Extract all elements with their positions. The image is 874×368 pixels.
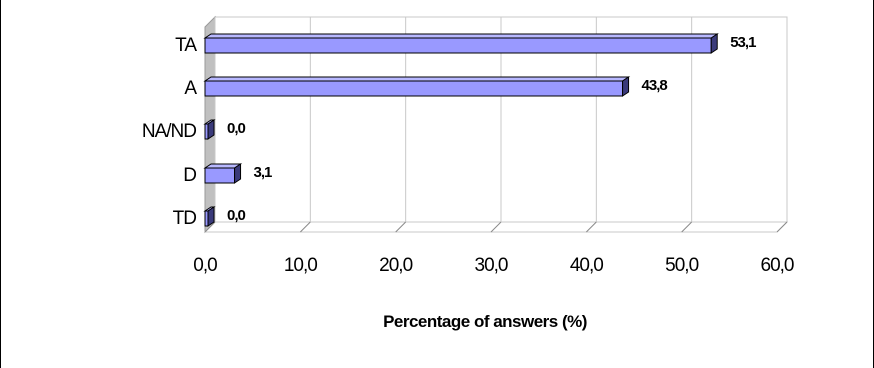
floor-tick <box>490 221 502 233</box>
x-tick-label: 60,0 <box>761 255 794 276</box>
data-label: 0,0 <box>227 207 246 224</box>
data-label: 0,0 <box>227 120 246 137</box>
floor-tick <box>776 221 788 233</box>
bar-side <box>207 206 215 227</box>
x-tick-label: 40,0 <box>570 255 603 276</box>
x-tick-labels: 0,0 10,0 20,0 30,0 40,0 50,0 60,0 <box>193 255 795 276</box>
bar-side <box>622 76 630 97</box>
floor-tick <box>395 221 407 233</box>
floor-tick <box>585 221 597 233</box>
bar <box>204 167 236 184</box>
floor-tick <box>681 221 693 233</box>
data-label: 3,1 <box>254 164 273 181</box>
category-label: A <box>184 78 197 99</box>
category-labels: TA A NA/ND D TD <box>142 35 198 229</box>
bar <box>204 80 624 97</box>
category-label: TA <box>175 35 197 56</box>
bar-side <box>207 119 215 140</box>
x-tick-label: 30,0 <box>475 255 508 276</box>
category-label: TD <box>173 208 197 229</box>
bar-top <box>203 76 631 82</box>
category-label: NA/ND <box>142 121 196 142</box>
data-label: 43,8 <box>642 77 668 94</box>
x-tick-label: 50,0 <box>665 255 698 276</box>
bar-side <box>234 163 242 184</box>
x-axis-title: Percentage of answers (%) <box>383 312 587 331</box>
data-labels: 53,1 43,8 0,0 3,1 0,0 <box>227 34 757 224</box>
bars <box>203 33 719 227</box>
data-label: 53,1 <box>730 34 756 51</box>
bar <box>204 37 712 54</box>
x-tick-label: 20,0 <box>379 255 412 276</box>
bar-side <box>710 33 718 54</box>
x-tick-label: 0,0 <box>193 255 217 276</box>
bar-top <box>203 33 719 39</box>
floor-tick <box>204 221 216 233</box>
floor-tick <box>299 221 311 233</box>
category-label: D <box>183 165 196 186</box>
x-tick-label: 10,0 <box>284 255 317 276</box>
